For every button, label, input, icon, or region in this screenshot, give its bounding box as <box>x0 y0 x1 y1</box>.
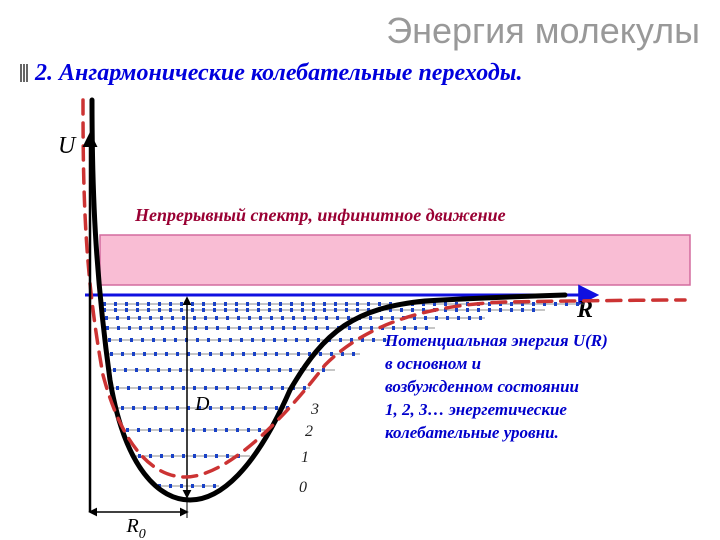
svg-text:U: U <box>58 133 77 159</box>
svg-text:3: 3 <box>310 401 319 418</box>
caption-line-0: Потенциальная энергия U(R) <box>385 331 608 350</box>
caption-line-4: колебательные уровни. <box>385 423 559 442</box>
caption-line-2: возбужденном состоянии <box>385 377 579 396</box>
svg-text:D: D <box>194 393 210 415</box>
caption-line-3: 1, 2, 3… энергетические <box>385 400 567 419</box>
diagram-caption: Потенциальная энергия U(R) в основном и … <box>385 330 705 445</box>
continuous-spectrum-label: Непрерывный спектр, инфинитное движение <box>135 205 506 226</box>
section-title: 2. Ангармонические колебательные переход… <box>35 58 595 88</box>
bullet-icon <box>20 64 28 82</box>
caption-line-1: в основном и <box>385 354 481 373</box>
morse-diagram: Непрерывный спектр, инфинитное движение … <box>5 130 715 530</box>
page-supertitle: Энергия молекулы <box>386 10 700 52</box>
svg-text:1: 1 <box>301 449 309 466</box>
svg-text:2: 2 <box>305 423 313 440</box>
svg-text:R0: R0 <box>126 515 146 540</box>
svg-text:0: 0 <box>299 479 307 496</box>
